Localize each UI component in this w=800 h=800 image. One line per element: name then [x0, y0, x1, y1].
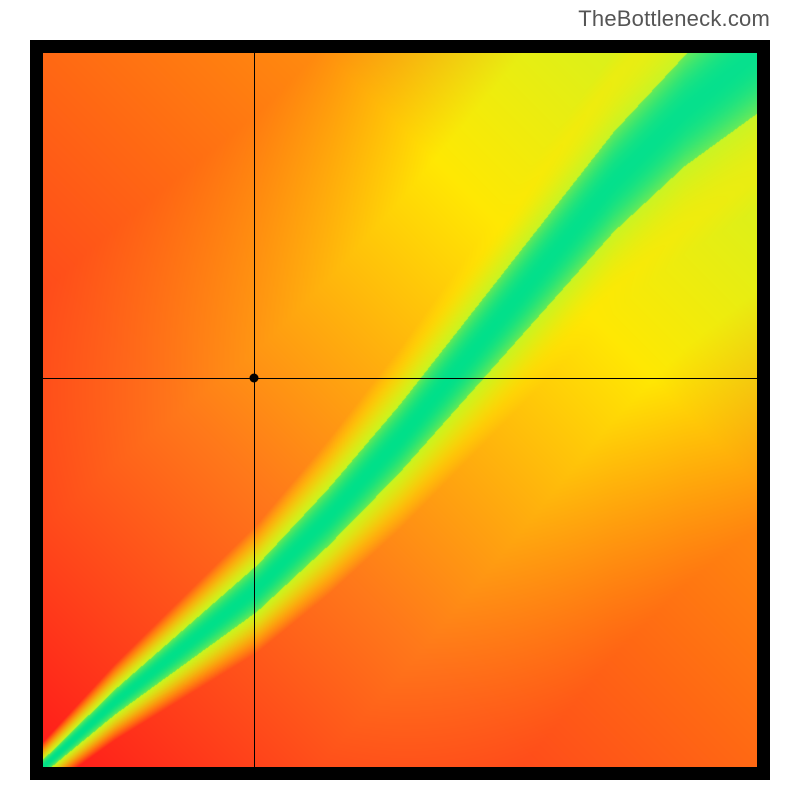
crosshair-vertical — [254, 53, 255, 767]
plot-area — [43, 53, 757, 767]
watermark-text: TheBottleneck.com — [578, 6, 770, 32]
heatmap-canvas — [43, 53, 757, 767]
crosshair-marker — [249, 373, 258, 382]
crosshair-horizontal — [43, 378, 757, 379]
plot-frame — [30, 40, 770, 780]
